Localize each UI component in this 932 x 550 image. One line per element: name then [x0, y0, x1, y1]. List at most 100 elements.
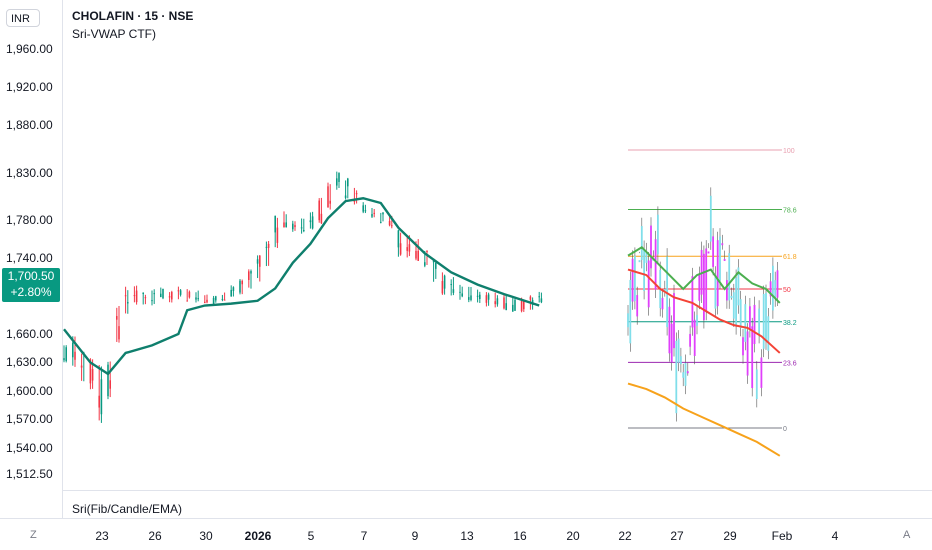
fib-level-label: 100 [783, 148, 795, 155]
indicator-legend-fib[interactable]: Sri(Fib/Candle/EMA) [72, 502, 183, 516]
fib-candle-body [643, 248, 645, 292]
fib-candle-body [746, 331, 749, 376]
price-candle-body [435, 262, 437, 269]
price-candle-body [318, 200, 320, 221]
price-candle-body [529, 296, 532, 300]
pane-divider[interactable] [62, 490, 932, 491]
price-candle-body [382, 212, 384, 215]
price-candle-body [206, 299, 208, 303]
price-candle-body [186, 300, 188, 302]
price-candle-body [503, 297, 505, 309]
auto-scale-button[interactable]: A [903, 529, 911, 541]
price-candle-body [179, 290, 182, 295]
price-candle-body [538, 296, 540, 298]
price-candle-body [380, 221, 382, 223]
fib-candle-body [744, 304, 747, 342]
price-candle-body [171, 292, 173, 300]
price-candle-body [441, 281, 444, 294]
price-axis-label: 1,830.00 [6, 165, 53, 180]
price-candle-body [127, 302, 129, 304]
price-candle-body [309, 220, 312, 223]
price-candle-body [294, 225, 296, 228]
fib-candle-body [686, 371, 689, 374]
time-axis-label: 5 [307, 529, 315, 543]
price-candle-body [80, 365, 83, 368]
price-axis-label: 1,920.00 [6, 80, 53, 95]
price-candle-body [135, 290, 138, 303]
chart-canvas[interactable]: 100 78.6 61.8 50 38.2 23.6 0 [0, 0, 932, 518]
price-axis-label: 1,570.00 [6, 412, 53, 427]
price-candle-body [406, 247, 408, 251]
fib-candle-body [739, 299, 742, 328]
fib-candle-body [723, 258, 726, 261]
currency-selector[interactable]: INR [6, 9, 40, 27]
fib-candle-body [684, 362, 687, 386]
price-axis-label: 1,512.50 [6, 467, 53, 481]
price-candle-body [109, 380, 111, 389]
price-candle-body [494, 301, 496, 305]
price-candle-body [283, 222, 285, 228]
price-candle-body [223, 299, 226, 301]
price-axis-label: 1,740.00 [6, 251, 53, 266]
price-candle-body [142, 292, 144, 295]
price-candle-body [336, 178, 338, 186]
fib-candle-body [645, 251, 648, 263]
fib-level-label: 0 [783, 426, 787, 433]
fib-candle-body [753, 304, 756, 345]
fib-candle-body [758, 308, 760, 336]
time-axis-label: 2026 [244, 529, 272, 543]
price-candle-body [153, 293, 155, 295]
fib-candle-body [765, 292, 767, 342]
price-candle-body [162, 288, 164, 299]
fib-candle-body [680, 356, 682, 365]
price-candle-body [177, 290, 180, 292]
price-candle-body [461, 293, 463, 297]
price-candle-body [285, 222, 287, 228]
price-candle-body [415, 250, 417, 259]
time-axis-label: 29 [723, 529, 737, 543]
timezone-button[interactable]: Z [30, 529, 37, 541]
fib-candle-body [762, 293, 765, 349]
fib-candle-body [677, 338, 680, 363]
price-candle-body [362, 205, 364, 212]
fib-candle-body [749, 306, 751, 330]
price-candle-body [151, 300, 153, 302]
price-candle-body [540, 298, 543, 303]
price-axis-label: 1,880.00 [6, 118, 53, 133]
price-candle-body [443, 275, 446, 289]
fib-candle-body [742, 337, 744, 356]
time-axis-label: Feb [771, 529, 793, 543]
last-price-change: +2.80% [10, 285, 52, 299]
price-candle-body [485, 295, 488, 303]
price-candle-body [250, 271, 252, 274]
price-candle-body [267, 243, 270, 248]
price-candle-body [232, 287, 235, 291]
price-candle-body [468, 297, 470, 300]
price-candle-body [355, 193, 358, 195]
time-axis-label: 20 [566, 529, 580, 543]
fib-candle-body [670, 323, 673, 363]
price-candle-body [459, 291, 461, 293]
fib-candle-body [719, 236, 721, 281]
symbol-title[interactable]: CHOLAFIN · 15 · NSE [72, 9, 194, 23]
fib-candle-body [682, 372, 685, 378]
fib-candle-body [776, 270, 779, 298]
fib-candle-body [647, 260, 650, 308]
price-candle-body [327, 186, 329, 208]
fib-candle-body [703, 253, 705, 321]
price-candle-body [344, 195, 347, 198]
price-axis[interactable]: 1,960.00 1,920.00 1,880.00 1,830.00 1,780.00… [0, 0, 62, 490]
ema-green-line [627, 246, 781, 304]
time-axis-label: 7 [360, 529, 368, 543]
price-candle-body [188, 291, 191, 298]
time-axis-label: 30 [199, 529, 213, 543]
price-candle-body [450, 284, 452, 286]
indicator-legend-vwap[interactable]: Sri-VWAP CTF) [72, 27, 156, 41]
fib-candle-body [735, 277, 737, 327]
price-candle-body [212, 297, 215, 304]
fib-candle-body [767, 316, 770, 351]
price-candle-body [399, 243, 402, 255]
fib-candle-body [663, 289, 666, 292]
time-axis-label: 4 [831, 529, 839, 543]
fib-candle-body [631, 258, 634, 302]
